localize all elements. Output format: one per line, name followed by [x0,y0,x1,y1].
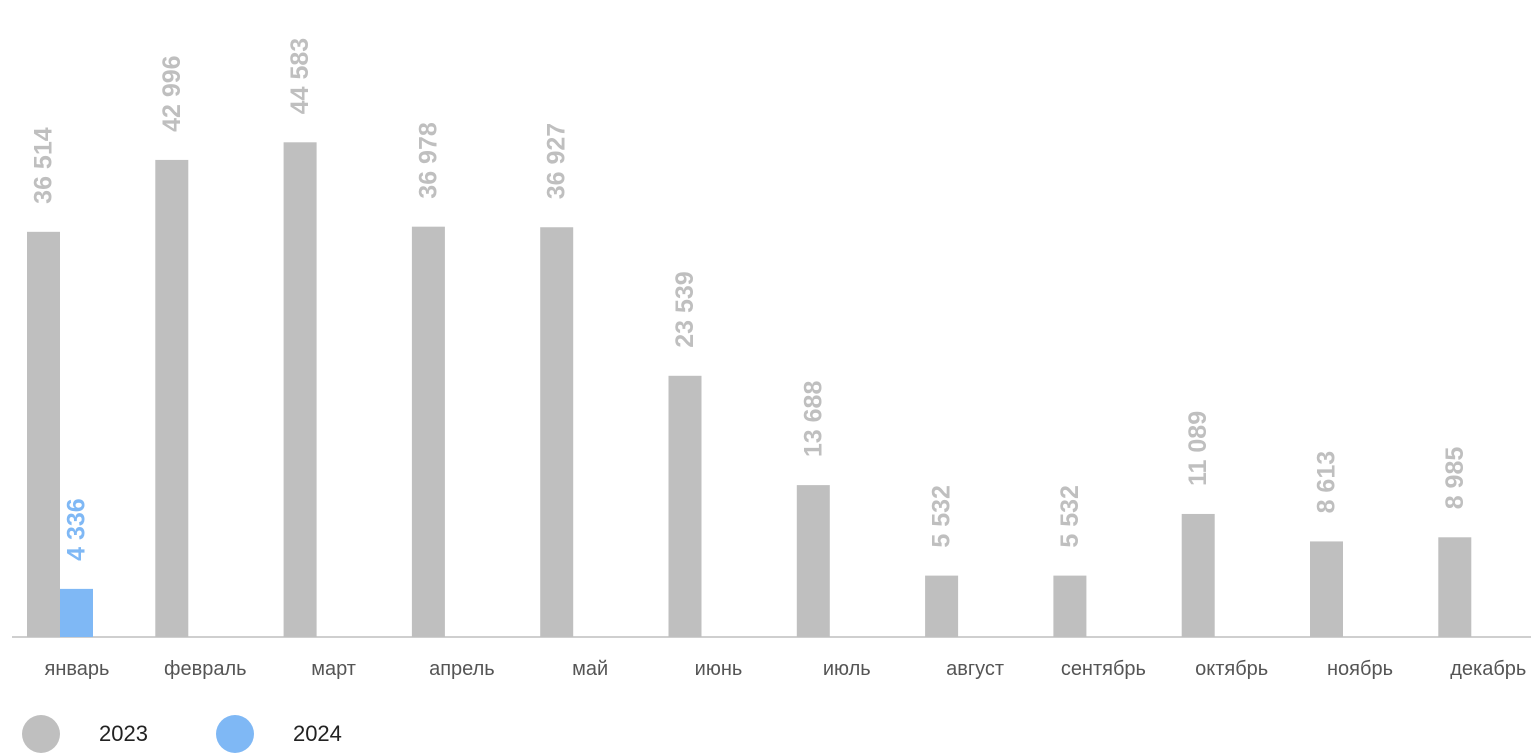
x-tick-label-1: январь [45,658,110,680]
x-tick-label-2: февраль [164,658,247,680]
x-tick-label-9: сентябрь [1061,658,1146,680]
legend-label-2023: 2023 [99,721,148,746]
x-tick-label-10: октябрь [1195,658,1268,680]
bar-2024-1 [60,588,93,637]
legend-item-2023: 2023 [22,715,148,753]
legend-swatch-2024 [215,715,254,753]
bar-chart: 36 514 4 336 январь 42 996 февраль 44 583 март… [12,38,1531,680]
bar-2023-12 [1438,537,1472,637]
legend-swatch-2023 [22,715,60,753]
x-tick-label-7: июль [823,658,871,680]
x-tick-label-11: ноябрь [1327,658,1393,680]
legend-label-2024: 2024 [292,721,342,746]
data-label-2023-9: 5 532 [1056,485,1084,548]
bar-2023-9 [1053,575,1087,637]
x-tick-label-8: август [946,658,1004,680]
bar-2023-2 [155,159,189,637]
data-label-2023-7: 13 688 [799,381,827,458]
bar-2023-7 [796,485,830,637]
data-label-2023-4: 36 978 [414,122,442,199]
x-tick-label-3: март [311,658,356,680]
data-label-2023-6: 23 539 [671,271,699,347]
data-label-2023-5: 36 927 [543,123,571,199]
data-label-2023-3: 44 583 [286,38,314,114]
x-tick-label-6: июнь [695,658,743,680]
bar-2023-5 [540,227,574,637]
x-tick-label-12: декабрь [1450,658,1526,680]
bar-2023-8 [925,575,959,637]
legend-item-2024: 2024 [215,715,342,753]
data-label-2023-11: 8 613 [1313,451,1341,514]
data-label-2023-12: 8 985 [1441,447,1469,510]
data-label-2023-1: 36 514 [30,127,58,204]
bar-2023-1 [27,231,60,638]
bar-2023-3 [283,142,317,637]
data-label-2023-8: 5 532 [928,485,956,548]
bar-2023-6 [668,375,702,637]
data-label-2023-2: 42 996 [158,55,186,131]
x-tick-label-4: апрель [429,658,495,680]
legend: 2023 2024 [22,715,410,753]
bar-2023-11 [1310,541,1343,637]
x-tick-label-5: май [572,658,608,680]
bar-2023-10 [1181,513,1215,637]
data-label-2023-10: 11 089 [1184,411,1212,486]
data-label-2024-1: 4 336 [63,498,91,561]
bar-2023-4 [411,226,445,638]
